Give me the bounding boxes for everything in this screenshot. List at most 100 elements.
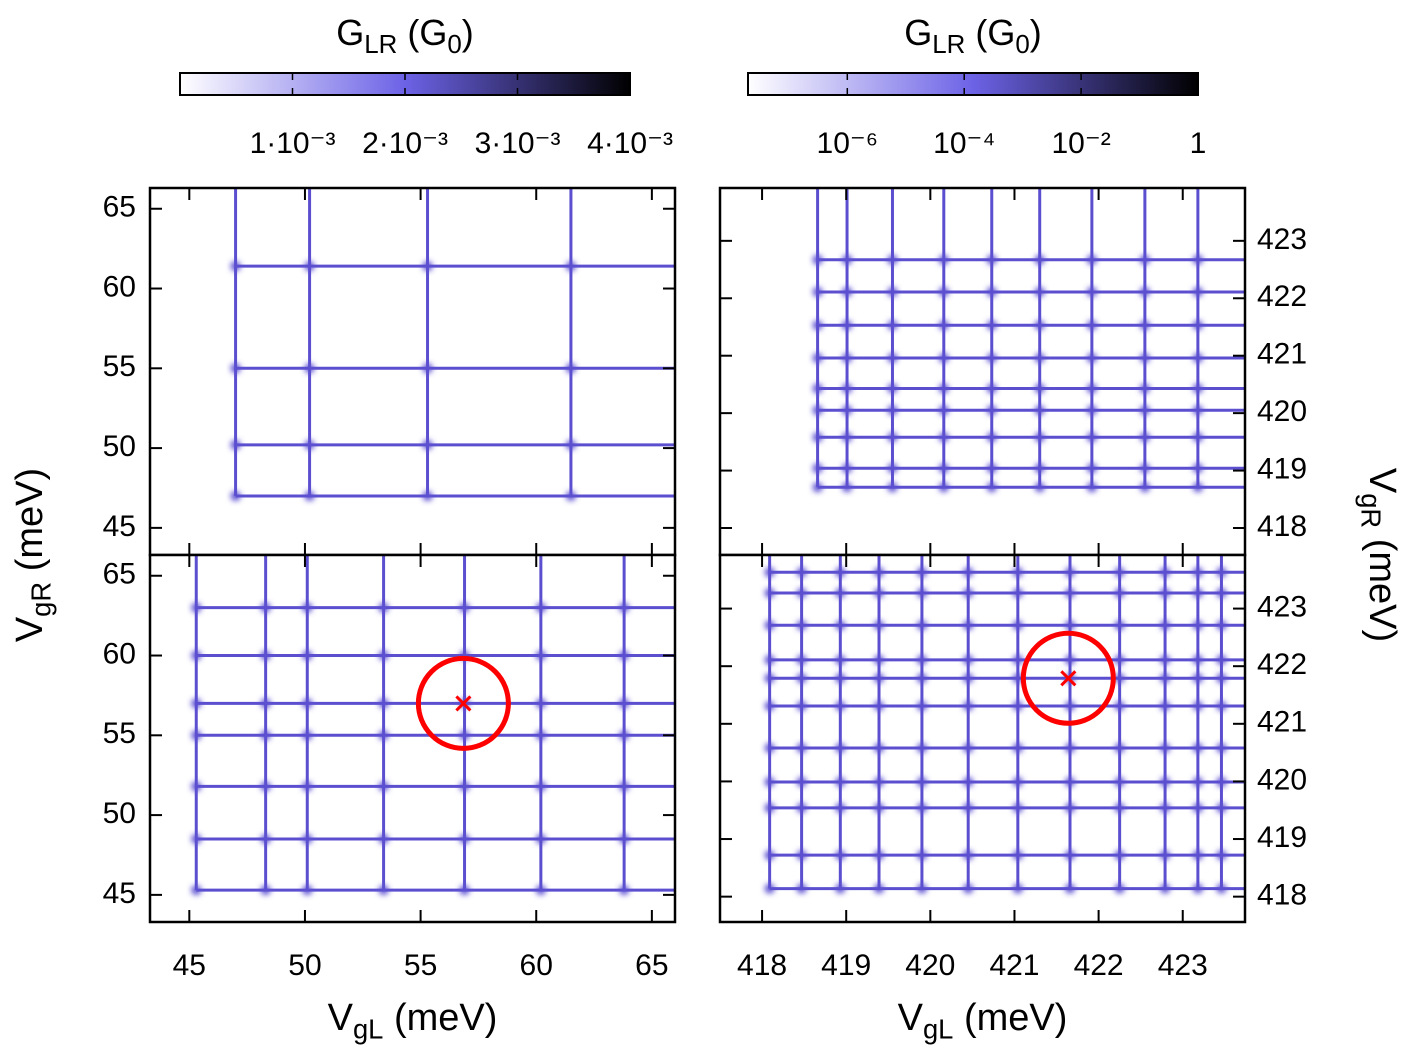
y-tick-label: 45 bbox=[103, 877, 136, 910]
crossing bbox=[1216, 567, 1227, 578]
label-part: (meV) bbox=[1361, 528, 1403, 642]
crossing bbox=[1114, 673, 1125, 684]
crossing bbox=[1160, 850, 1171, 861]
crossing bbox=[764, 700, 775, 711]
y-tick-label: 55 bbox=[103, 350, 136, 383]
crossing bbox=[963, 654, 974, 665]
crossing bbox=[938, 405, 949, 416]
crossing bbox=[874, 673, 885, 684]
crossing bbox=[764, 850, 775, 861]
crossing bbox=[796, 850, 807, 861]
crossing bbox=[1034, 353, 1045, 364]
crossing bbox=[938, 463, 949, 474]
axis-label: VgR (meV) bbox=[9, 468, 57, 642]
crossing bbox=[938, 383, 949, 394]
crossing bbox=[812, 383, 823, 394]
crossing bbox=[963, 588, 974, 599]
crossing bbox=[835, 673, 846, 684]
crossing bbox=[1216, 654, 1227, 665]
crossing bbox=[835, 776, 846, 787]
crossing bbox=[1034, 320, 1045, 331]
x-tick-label: 423 bbox=[1158, 949, 1208, 982]
crossing bbox=[1012, 850, 1023, 861]
plot-area bbox=[720, 555, 1245, 922]
crossing bbox=[1192, 320, 1203, 331]
crossing bbox=[1065, 620, 1075, 631]
label-part: (meV) bbox=[953, 997, 1067, 1039]
crossing bbox=[1192, 743, 1203, 754]
crossing bbox=[260, 730, 271, 741]
crossing bbox=[191, 885, 202, 896]
colorbar bbox=[747, 72, 1199, 96]
x-tick-label: 60 bbox=[520, 949, 553, 982]
crossing bbox=[887, 432, 898, 443]
crossing bbox=[1034, 405, 1045, 416]
crossing bbox=[1160, 743, 1171, 754]
crossing bbox=[1192, 776, 1203, 787]
y-tick-label: 418 bbox=[1257, 879, 1307, 912]
crossing bbox=[1216, 700, 1227, 711]
crossing bbox=[1192, 482, 1203, 493]
crossing bbox=[1160, 567, 1171, 578]
crossing bbox=[796, 776, 807, 787]
crossing bbox=[1192, 254, 1203, 265]
label-part: G bbox=[904, 12, 932, 53]
crossing bbox=[565, 490, 576, 501]
crossing bbox=[260, 698, 271, 709]
crossing bbox=[378, 698, 389, 709]
crossing bbox=[1012, 654, 1023, 665]
crossing bbox=[1192, 654, 1203, 665]
crossing bbox=[887, 353, 898, 364]
crossing bbox=[260, 602, 271, 613]
crossing bbox=[986, 383, 997, 394]
plot-area bbox=[720, 188, 1245, 555]
crossing bbox=[1114, 883, 1125, 894]
y-tick-label: 45 bbox=[103, 510, 136, 543]
crossing bbox=[1065, 743, 1075, 754]
marker-circle bbox=[415, 655, 511, 751]
crossing bbox=[1012, 776, 1023, 787]
crossing bbox=[1192, 700, 1203, 711]
crossing bbox=[835, 802, 846, 813]
crossing bbox=[1216, 850, 1227, 861]
marker-cross bbox=[1060, 670, 1077, 687]
crossing bbox=[535, 650, 546, 661]
crossing bbox=[835, 588, 846, 599]
crossing bbox=[260, 650, 271, 661]
crossing bbox=[963, 743, 974, 754]
y-tick-label: 60 bbox=[103, 270, 136, 303]
crossing bbox=[963, 567, 974, 578]
crossing bbox=[938, 482, 949, 493]
crossing bbox=[764, 588, 775, 599]
y-tick-label: 418 bbox=[1257, 510, 1307, 543]
crossing bbox=[378, 730, 389, 741]
crossing bbox=[302, 885, 313, 896]
crossing bbox=[796, 802, 807, 813]
crossing bbox=[986, 405, 997, 416]
crossing bbox=[1034, 383, 1045, 394]
crossing bbox=[916, 850, 927, 861]
crossing bbox=[986, 432, 997, 443]
crossing bbox=[191, 698, 202, 709]
crossing bbox=[938, 254, 949, 265]
crossing bbox=[378, 650, 389, 661]
crossing bbox=[191, 730, 202, 741]
crossing bbox=[1086, 463, 1097, 474]
crossing bbox=[378, 602, 389, 613]
crossing bbox=[812, 353, 823, 364]
crossing bbox=[619, 885, 630, 896]
crossing bbox=[764, 567, 775, 578]
crossing bbox=[1192, 567, 1203, 578]
crossing bbox=[796, 654, 807, 665]
crossing bbox=[535, 834, 546, 845]
crossing bbox=[619, 730, 630, 741]
crossing bbox=[1216, 743, 1227, 754]
axis-label: VgL (meV) bbox=[328, 997, 498, 1045]
crossing bbox=[1034, 254, 1045, 265]
crossing bbox=[1192, 383, 1203, 394]
x-tick-label: 45 bbox=[173, 949, 206, 982]
crossing bbox=[963, 673, 974, 684]
crossing bbox=[887, 405, 898, 416]
crossing bbox=[230, 363, 241, 374]
colorbar-tick-label: 4·10⁻³ bbox=[587, 127, 673, 160]
